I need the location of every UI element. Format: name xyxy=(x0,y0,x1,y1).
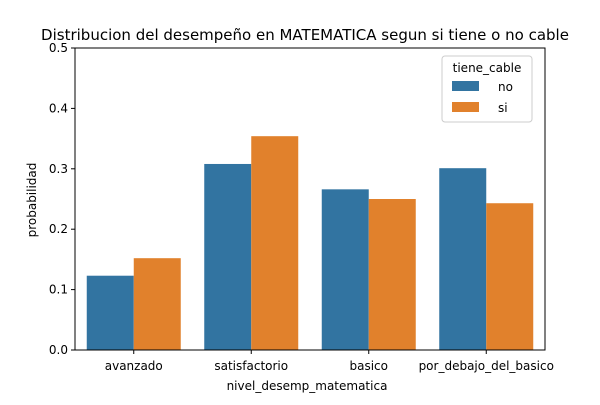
x-tick-label: avanzado xyxy=(105,359,163,373)
y-tick-label: 0.4 xyxy=(49,101,68,115)
bar-avanzado-si xyxy=(133,258,181,350)
legend-label-si: si xyxy=(498,101,508,115)
y-axis: 0.0 0.1 0.2 0.3 0.4 0.5 xyxy=(49,41,75,357)
bar-por_debajo_del_basico-no xyxy=(439,168,487,350)
bar-satisfactorio-no xyxy=(204,163,252,350)
chart-title: Distribucion del desempeño en MATEMATICA… xyxy=(41,26,569,44)
bar-satisfactorio-si xyxy=(251,136,299,350)
bar-basico-si xyxy=(368,199,416,350)
bar-avanzado-no xyxy=(86,275,134,350)
y-tick-label: 0.0 xyxy=(49,343,68,357)
x-axis: avanzado satisfactorio basico por_debajo_de… xyxy=(105,350,554,373)
bar-por_debajo_del_basico-si xyxy=(486,203,534,350)
legend-swatch-no xyxy=(452,81,479,91)
bar-basico-no xyxy=(321,189,369,350)
y-tick-label: 0.2 xyxy=(49,222,68,236)
y-tick-label: 0.3 xyxy=(49,162,68,176)
y-axis-label: probabilidad xyxy=(25,163,39,238)
x-tick-label: satisfactorio xyxy=(214,359,288,373)
legend-title: tiene_cable xyxy=(453,61,522,75)
legend-label-no: no xyxy=(498,80,513,94)
y-tick-label: 0.5 xyxy=(49,41,68,55)
x-tick-label: por_debajo_del_basico xyxy=(419,359,554,373)
x-tick-label: basico xyxy=(350,359,389,373)
legend-swatch-si xyxy=(452,102,479,112)
legend: tiene_cable no si xyxy=(441,55,533,123)
y-tick-label: 0.1 xyxy=(49,283,68,297)
plot-frame xyxy=(74,47,546,351)
plot-area xyxy=(74,47,546,351)
x-axis-label: nivel_desemp_matematica xyxy=(227,379,388,393)
